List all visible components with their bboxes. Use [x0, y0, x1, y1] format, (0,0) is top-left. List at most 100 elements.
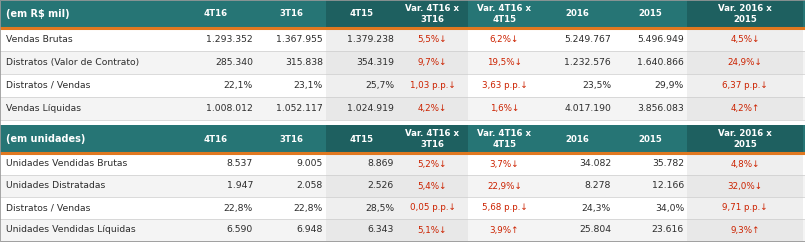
Text: 1.008.012: 1.008.012: [206, 104, 253, 113]
Bar: [397, 175, 468, 197]
Text: 22,1%: 22,1%: [224, 81, 253, 90]
Bar: [0, 175, 805, 197]
Text: Unidades Distratadas: Unidades Distratadas: [6, 182, 105, 190]
Text: 23,5%: 23,5%: [582, 81, 611, 90]
Bar: [0, 197, 805, 219]
Text: 4,2%↓: 4,2%↓: [418, 104, 448, 113]
Bar: [687, 219, 803, 241]
Text: 22,9%↓: 22,9%↓: [487, 182, 522, 190]
Bar: [397, 125, 468, 153]
Bar: [0, 219, 805, 241]
Text: 1.640.866: 1.640.866: [637, 58, 684, 67]
Text: 4,5%↓: 4,5%↓: [730, 35, 760, 44]
Text: 9,71 p.p.↓: 9,71 p.p.↓: [722, 204, 768, 212]
Bar: [0, 153, 805, 175]
Text: 9.005: 9.005: [297, 160, 323, 168]
Bar: [687, 0, 803, 28]
Text: 6,2%↓: 6,2%↓: [489, 35, 519, 44]
Bar: [687, 51, 803, 74]
Text: 1,03 p.p.↓: 1,03 p.p.↓: [410, 81, 456, 90]
Text: 3,63 p.p.↓: 3,63 p.p.↓: [481, 81, 527, 90]
Bar: [0, 120, 805, 125]
Text: 315.838: 315.838: [285, 58, 323, 67]
Text: Vendas Brutas: Vendas Brutas: [6, 35, 72, 44]
Text: 9,3%↑: 9,3%↑: [730, 226, 760, 234]
Bar: [687, 97, 803, 120]
Text: 4T15: 4T15: [349, 10, 374, 18]
Text: Distratos (Valor de Contrato): Distratos (Valor de Contrato): [6, 58, 139, 67]
Text: 1.367.955: 1.367.955: [276, 35, 323, 44]
Text: 5,2%↓: 5,2%↓: [418, 160, 448, 168]
Text: 5,4%↓: 5,4%↓: [418, 182, 448, 190]
Text: 5,1%↓: 5,1%↓: [418, 226, 448, 234]
Bar: [326, 51, 397, 74]
Text: 2016: 2016: [566, 10, 589, 18]
Text: 4T16: 4T16: [204, 134, 228, 143]
Text: 1.232.576: 1.232.576: [564, 58, 611, 67]
Text: 4T15: 4T15: [349, 134, 374, 143]
Text: Var. 2016 x
2015: Var. 2016 x 2015: [718, 4, 772, 24]
Text: 34.082: 34.082: [579, 160, 611, 168]
Text: Var. 4T16 x
3T16: Var. 4T16 x 3T16: [406, 130, 460, 148]
Bar: [0, 51, 805, 74]
Text: 1.052.117: 1.052.117: [276, 104, 323, 113]
Bar: [397, 51, 468, 74]
Text: 22,8%: 22,8%: [224, 204, 253, 212]
Text: Unidades Vendidas Brutas: Unidades Vendidas Brutas: [6, 160, 127, 168]
Text: 12.166: 12.166: [652, 182, 684, 190]
Text: 6.343: 6.343: [368, 226, 394, 234]
Text: 34,0%: 34,0%: [654, 204, 684, 212]
Bar: [687, 125, 803, 153]
Text: 2.058: 2.058: [297, 182, 323, 190]
Text: 4,2%↑: 4,2%↑: [730, 104, 760, 113]
Text: 25,7%: 25,7%: [365, 81, 394, 90]
Text: 3T16: 3T16: [279, 134, 303, 143]
Text: 1.947: 1.947: [227, 182, 253, 190]
Text: 28,5%: 28,5%: [365, 204, 394, 212]
Text: 5.249.767: 5.249.767: [564, 35, 611, 44]
Text: 4.017.190: 4.017.190: [564, 104, 611, 113]
Text: 0,05 p.p.↓: 0,05 p.p.↓: [410, 204, 456, 212]
Text: 5.496.949: 5.496.949: [638, 35, 684, 44]
Text: 2015: 2015: [638, 134, 663, 143]
Bar: [397, 153, 468, 175]
Text: 24,9%↓: 24,9%↓: [728, 58, 762, 67]
Bar: [397, 0, 468, 28]
Text: 8.537: 8.537: [227, 160, 253, 168]
Text: 29,9%: 29,9%: [654, 81, 684, 90]
Text: 285.340: 285.340: [215, 58, 253, 67]
Bar: [687, 28, 803, 51]
Text: 25.804: 25.804: [579, 226, 611, 234]
Text: Distratos / Vendas: Distratos / Vendas: [6, 204, 90, 212]
Text: 4T16: 4T16: [204, 10, 228, 18]
Bar: [397, 74, 468, 97]
Bar: [397, 97, 468, 120]
Text: 1,6%↓: 1,6%↓: [489, 104, 519, 113]
Text: Var. 4T16 x
3T16: Var. 4T16 x 3T16: [406, 4, 460, 24]
Bar: [0, 74, 805, 97]
Text: 5,5%↓: 5,5%↓: [418, 35, 448, 44]
Text: Var. 2016 x
2015: Var. 2016 x 2015: [718, 130, 772, 148]
Bar: [397, 28, 468, 51]
Bar: [326, 197, 397, 219]
Text: 5,68 p.p.↓: 5,68 p.p.↓: [481, 204, 527, 212]
Bar: [326, 28, 397, 51]
Text: Var. 4T16 x
4T15: Var. 4T16 x 4T15: [477, 130, 531, 148]
Bar: [397, 219, 468, 241]
Bar: [326, 219, 397, 241]
Text: 1.379.238: 1.379.238: [347, 35, 394, 44]
Bar: [0, 125, 805, 153]
Text: Unidades Vendidas Líquidas: Unidades Vendidas Líquidas: [6, 226, 136, 234]
Bar: [326, 74, 397, 97]
Text: 6.590: 6.590: [227, 226, 253, 234]
Text: 32,0%↓: 32,0%↓: [728, 182, 762, 190]
Text: Var. 4T16 x
4T15: Var. 4T16 x 4T15: [477, 4, 531, 24]
Text: (em unidades): (em unidades): [6, 134, 85, 144]
Text: 1.024.919: 1.024.919: [347, 104, 394, 113]
Text: 354.319: 354.319: [356, 58, 394, 67]
Text: 22,8%: 22,8%: [294, 204, 323, 212]
Text: 24,3%: 24,3%: [582, 204, 611, 212]
Bar: [687, 197, 803, 219]
Text: 3,7%↓: 3,7%↓: [489, 160, 519, 168]
Bar: [0, 0, 805, 28]
